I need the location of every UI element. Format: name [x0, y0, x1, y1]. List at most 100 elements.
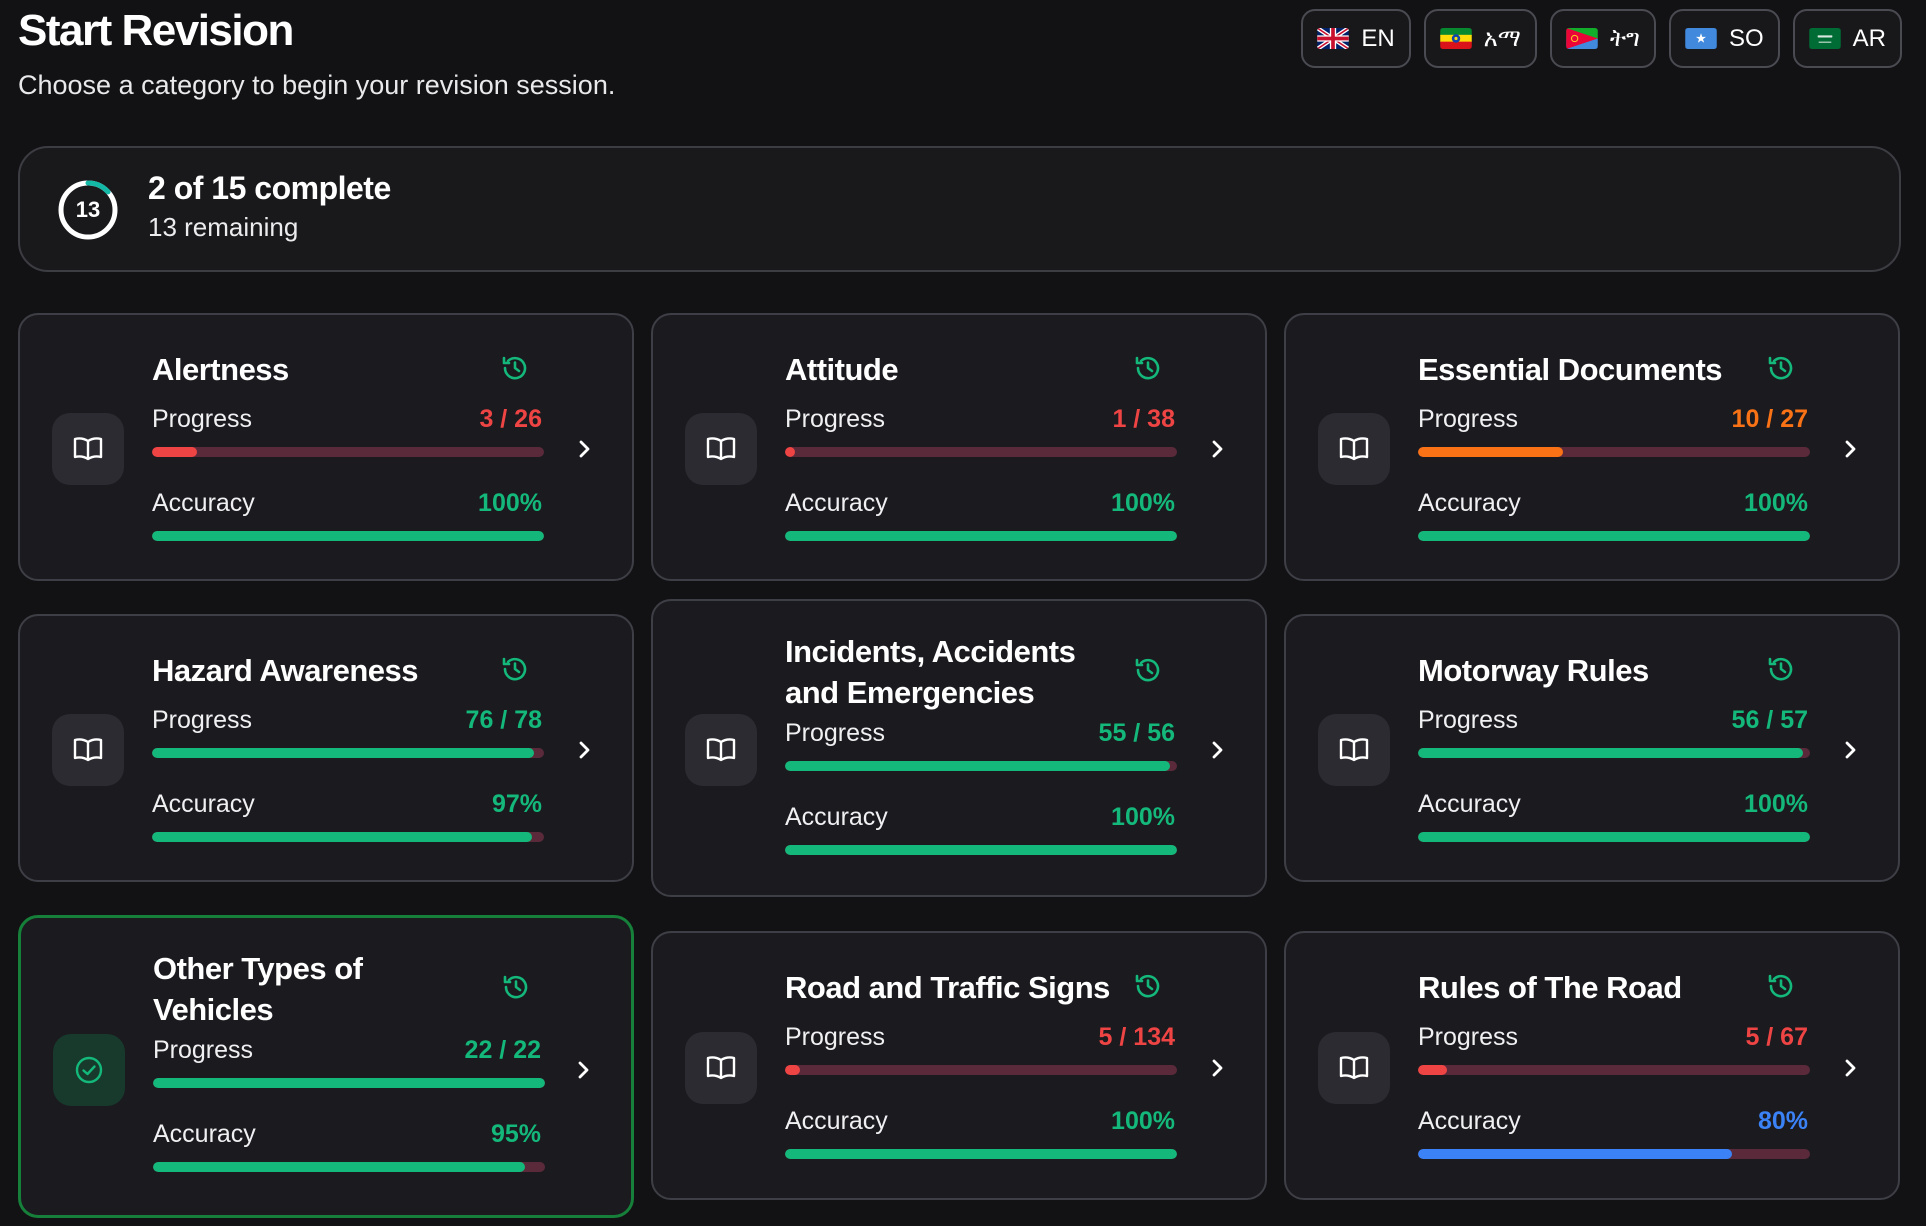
- check-circle-icon: [53, 1034, 125, 1106]
- accuracy-label: Accuracy: [153, 1120, 256, 1148]
- chevron-right-icon[interactable]: [1207, 437, 1227, 461]
- accuracy-bar: [152, 832, 544, 842]
- accuracy-label: Accuracy: [1418, 790, 1521, 818]
- category-card[interactable]: Road and Traffic Signs Progress 5 / 134 Acc…: [651, 931, 1267, 1200]
- book-icon: [685, 714, 757, 786]
- progress-label: Progress: [152, 405, 253, 433]
- accuracy-value: 100%: [1111, 1107, 1175, 1135]
- progress-label: Progress: [1418, 706, 1519, 734]
- accuracy-bar-fill: [785, 845, 1177, 855]
- card-title: Hazard Awareness: [152, 653, 418, 688]
- card-title: Essential Documents: [1418, 352, 1723, 387]
- page-title: Start Revision: [18, 6, 294, 55]
- book-icon: [1318, 1032, 1390, 1104]
- category-card[interactable]: Essential Documents Progress 10 / 27 Accura…: [1284, 313, 1900, 581]
- accuracy-value: 100%: [1744, 489, 1808, 517]
- accuracy-bar: [152, 531, 544, 541]
- category-card[interactable]: Attitude Progress 1 / 38 Accuracy 100%: [651, 313, 1267, 581]
- eritrea-flag-icon: [1566, 28, 1598, 49]
- card-title: Incidents, Accidents and Emergencies: [785, 634, 1076, 710]
- accuracy-bar-fill: [1418, 1149, 1732, 1159]
- progress-label: Progress: [785, 405, 886, 433]
- chevron-right-icon[interactable]: [574, 437, 594, 461]
- history-icon[interactable]: [1766, 971, 1796, 1001]
- accuracy-bar-fill: [153, 1162, 526, 1172]
- somalia-flag-icon: [1685, 28, 1717, 49]
- history-icon[interactable]: [500, 654, 530, 684]
- history-icon[interactable]: [500, 353, 530, 383]
- history-icon[interactable]: [501, 972, 531, 1002]
- accuracy-bar-fill: [1418, 531, 1810, 541]
- chevron-right-icon[interactable]: [574, 738, 594, 762]
- lang-button-so[interactable]: SO: [1668, 9, 1780, 68]
- chevron-right-icon[interactable]: [1840, 738, 1860, 762]
- category-card[interactable]: Motorway Rules Progress 56 / 57 Accuracy 100…: [1284, 614, 1900, 882]
- completion-headline: 2 of 15 complete: [148, 170, 391, 206]
- progress-value: 10 / 27: [1731, 405, 1808, 433]
- accuracy-bar-fill: [152, 531, 544, 541]
- progress-value: 3 / 26: [479, 405, 542, 433]
- history-icon[interactable]: [1133, 971, 1163, 1001]
- category-card[interactable]: Other Types of Vehicles Progress 22 / 22 Ac…: [18, 915, 634, 1218]
- accuracy-bar: [785, 845, 1177, 855]
- saudi-flag-icon: [1808, 28, 1841, 49]
- lang-label: አማ: [1483, 24, 1521, 52]
- progress-bar-fill: [1418, 447, 1564, 457]
- progress-bar: [785, 761, 1177, 771]
- language-switcher: EN አማ ትግ SO AR: [1301, 9, 1902, 68]
- lang-button-en[interactable]: EN: [1301, 9, 1411, 68]
- progress-bar: [153, 1078, 545, 1088]
- progress-bar: [785, 1065, 1177, 1075]
- category-card[interactable]: Incidents, Accidents and Emergencies Prog…: [651, 599, 1267, 897]
- lang-button-am[interactable]: አማ: [1423, 9, 1537, 68]
- history-icon[interactable]: [1766, 353, 1796, 383]
- accuracy-label: Accuracy: [785, 1107, 888, 1135]
- progress-label: Progress: [152, 706, 253, 734]
- accuracy-label: Accuracy: [1418, 1107, 1521, 1135]
- category-card[interactable]: Rules of The Road Progress 5 / 67 Accuracy 8…: [1284, 931, 1900, 1200]
- progress-label: Progress: [1418, 1023, 1519, 1051]
- accuracy-value: 100%: [1111, 803, 1175, 831]
- accuracy-value: 100%: [478, 489, 542, 517]
- category-card[interactable]: Alertness Progress 3 / 26 Accuracy 100%: [18, 313, 634, 581]
- accuracy-label: Accuracy: [785, 489, 888, 517]
- progress-value: 5 / 67: [1745, 1023, 1808, 1051]
- accuracy-bar-fill: [152, 832, 533, 842]
- accuracy-value: 100%: [1111, 489, 1175, 517]
- accuracy-value: 100%: [1744, 790, 1808, 818]
- chevron-right-icon[interactable]: [1840, 1056, 1860, 1080]
- accuracy-value: 97%: [491, 790, 542, 818]
- ethiopia-flag-icon: [1439, 28, 1472, 49]
- progress-bar-fill: [1418, 748, 1803, 758]
- accuracy-bar-fill: [785, 1149, 1177, 1159]
- card-title: Road and Traffic Signs: [785, 970, 1110, 1005]
- chevron-right-icon[interactable]: [1207, 1056, 1227, 1080]
- progress-label: Progress: [785, 1023, 886, 1051]
- completion-ring: [58, 180, 118, 240]
- lang-label: SO: [1728, 24, 1764, 52]
- history-icon[interactable]: [1766, 654, 1796, 684]
- progress-value: 56 / 57: [1731, 706, 1808, 734]
- lang-label: AR: [1852, 24, 1886, 52]
- chevron-right-icon[interactable]: [573, 1058, 593, 1082]
- lang-button-ar[interactable]: AR: [1792, 9, 1902, 68]
- progress-bar-fill: [785, 447, 796, 457]
- chevron-right-icon[interactable]: [1207, 738, 1227, 762]
- book-icon: [1318, 413, 1390, 485]
- history-icon[interactable]: [1133, 353, 1163, 383]
- history-icon[interactable]: [1133, 655, 1163, 685]
- accuracy-label: Accuracy: [785, 803, 888, 831]
- progress-value: 76 / 78: [465, 706, 542, 734]
- chevron-right-icon[interactable]: [1840, 437, 1860, 461]
- lang-button-ti[interactable]: ትግ: [1549, 9, 1656, 68]
- progress-label: Progress: [153, 1036, 254, 1064]
- book-icon: [685, 413, 757, 485]
- category-card[interactable]: Hazard Awareness Progress 76 / 78 Accuracy 9…: [18, 614, 634, 882]
- accuracy-value: 80%: [1757, 1107, 1808, 1135]
- completion-summary: 13 2 of 15 complete 13 remaining: [18, 146, 1901, 272]
- progress-value: 55 / 56: [1098, 719, 1175, 747]
- card-title: Motorway Rules: [1418, 653, 1649, 688]
- accuracy-label: Accuracy: [152, 790, 255, 818]
- card-title: Rules of The Road: [1418, 970, 1682, 1005]
